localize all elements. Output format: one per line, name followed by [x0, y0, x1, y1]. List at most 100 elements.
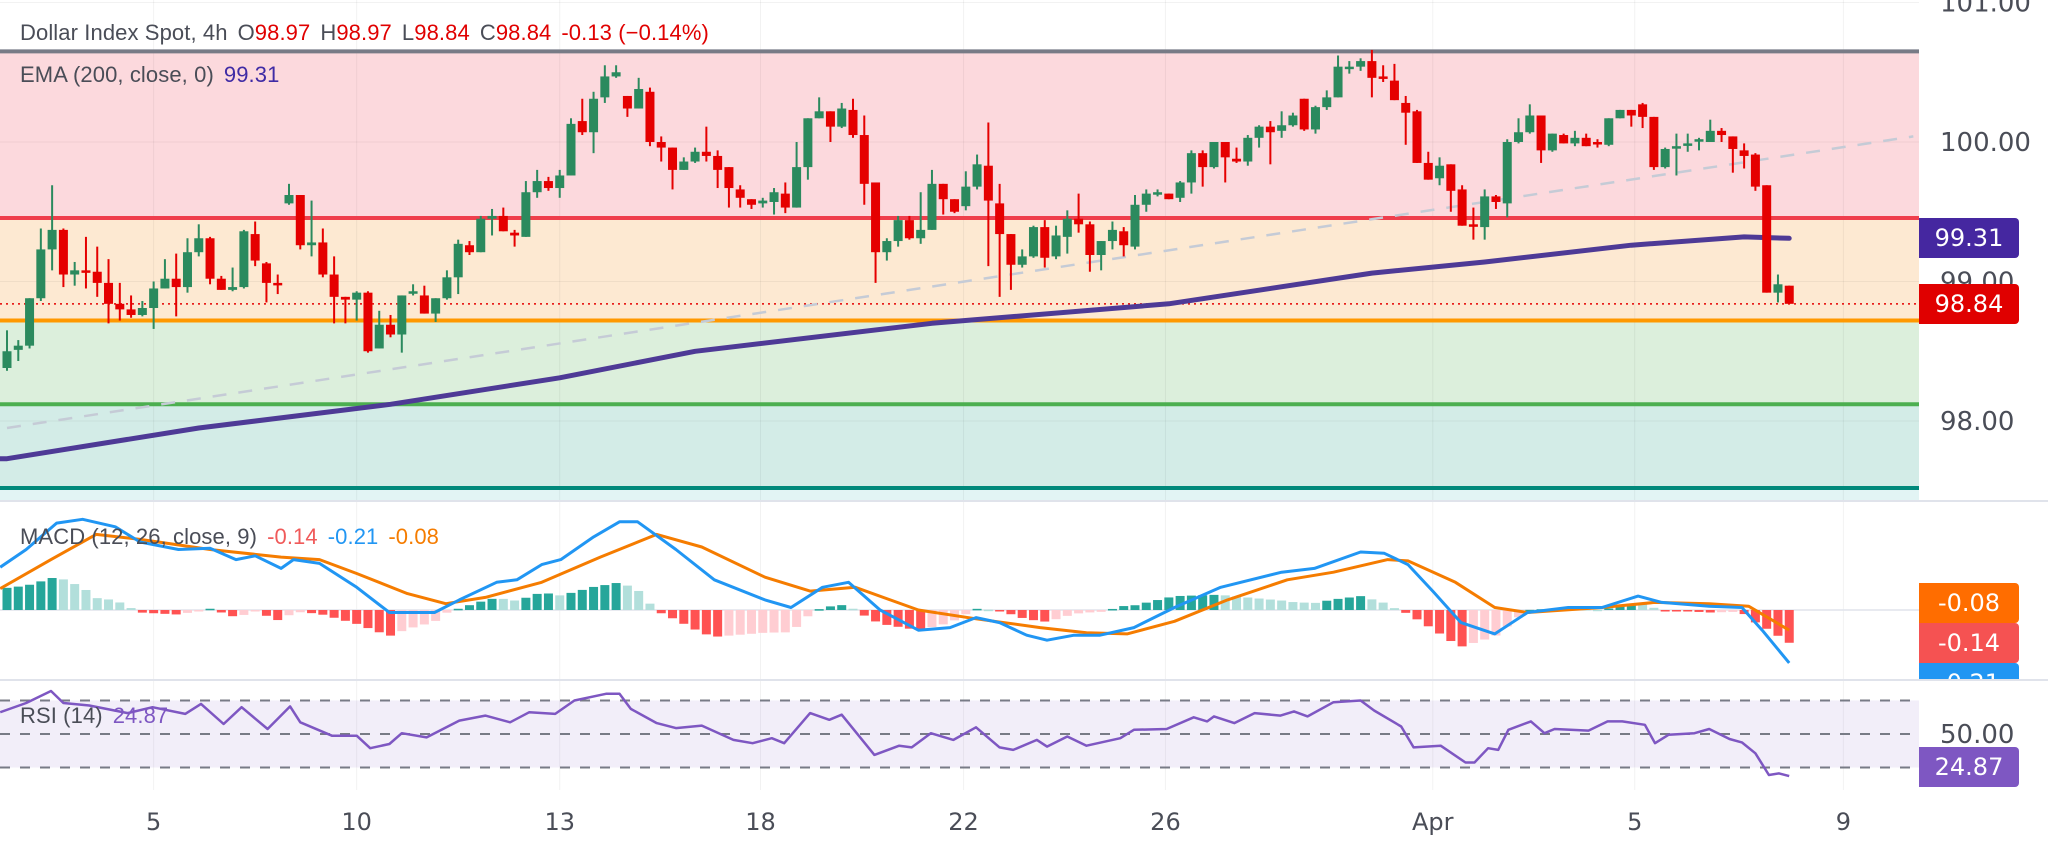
candle-body	[622, 95, 632, 109]
macd-histogram-bar	[1367, 599, 1377, 610]
candle	[1277, 111, 1287, 138]
macd-histogram-bar	[1491, 610, 1501, 636]
ema-legend[interactable]: EMA (200, close, 0) 99.31	[20, 62, 289, 88]
candle-body	[983, 165, 993, 201]
macd-histogram-bar	[1051, 610, 1061, 620]
low-label: L	[401, 20, 415, 45]
macd-histogram-bar	[1435, 610, 1445, 634]
histogram-badge: -0.14	[1919, 623, 2019, 663]
macd-legend[interactable]: MACD (12, 26, close, 9) -0.14 -0.21 -0.08	[20, 524, 449, 550]
macd-histogram-bar	[1299, 602, 1309, 610]
macd-histogram-bar	[1762, 610, 1772, 629]
candle	[397, 295, 407, 353]
candle	[104, 259, 114, 324]
macd-histogram-bar	[1310, 602, 1320, 610]
candle-body	[205, 238, 215, 279]
rsi-legend-value: 24.87	[112, 703, 169, 728]
signal-badge: -0.08	[1919, 583, 2019, 623]
candle-body	[1592, 142, 1602, 145]
candle	[577, 98, 587, 136]
candle-body	[521, 192, 531, 237]
low-value: 98.84	[414, 20, 470, 45]
candle-body	[149, 288, 159, 309]
candle-body	[239, 231, 249, 288]
candle	[273, 274, 283, 295]
candle-body	[1739, 150, 1749, 156]
candle-body	[81, 270, 91, 273]
candle-body	[1220, 142, 1230, 158]
candle-body	[36, 249, 46, 299]
candle-body	[1626, 109, 1636, 116]
candle-body	[972, 164, 982, 187]
rsi-badge: 24.87	[1919, 747, 2019, 787]
rsi-tick-label: 50.00	[1940, 720, 2014, 750]
candle	[1514, 118, 1524, 144]
candle	[1378, 65, 1388, 83]
candle-body	[1254, 126, 1264, 138]
candle	[295, 195, 305, 250]
candle	[1728, 136, 1738, 173]
macd-histogram-bar	[1626, 603, 1636, 610]
macd-histogram-bar	[814, 609, 824, 611]
candle-body	[634, 88, 644, 109]
macd-histogram-bar	[216, 610, 226, 613]
macd-histogram-bar	[1254, 598, 1264, 610]
candle	[690, 147, 700, 163]
candle-body	[126, 309, 136, 315]
candle-body	[735, 189, 745, 198]
candle-body	[1536, 115, 1546, 151]
signal-line	[0, 532, 1790, 636]
candle-body	[284, 195, 294, 204]
candle-body	[1265, 126, 1275, 133]
time-tick-label: Apr	[1412, 808, 1454, 836]
candle-body	[25, 298, 35, 346]
candle	[600, 65, 610, 103]
macd-histogram-bar	[1401, 610, 1411, 613]
candle-body	[1570, 137, 1580, 144]
candle	[171, 253, 181, 317]
price-tick-label: 98.00	[1940, 407, 2014, 437]
candle-body	[464, 245, 474, 253]
macd-histogram-bar	[1649, 607, 1659, 610]
candle-body	[1615, 109, 1625, 119]
candle-body	[859, 135, 869, 184]
candle-body	[1671, 146, 1681, 149]
candle-body	[938, 183, 948, 200]
rsi-legend-label: RSI (14)	[20, 703, 103, 728]
macd-histogram-bar	[724, 610, 734, 636]
candle-body	[1446, 164, 1456, 191]
symbol-title[interactable]: Dollar Index Spot, 4h	[20, 20, 228, 45]
macd-histogram-bar	[1592, 609, 1602, 612]
candle	[1096, 241, 1106, 271]
candle	[1062, 210, 1072, 254]
candle	[25, 298, 35, 349]
candle	[1502, 139, 1512, 218]
candle	[1626, 109, 1636, 127]
candle	[487, 208, 497, 236]
candle	[961, 171, 971, 211]
candle-body	[1299, 98, 1309, 130]
candle	[1040, 220, 1050, 268]
candle	[1547, 133, 1557, 152]
candles	[2, 49, 1794, 371]
macd-histogram-bar	[532, 593, 542, 610]
candle-body	[397, 295, 407, 335]
candle	[363, 291, 373, 353]
macd-histogram-bar	[126, 608, 136, 610]
candle-body	[1074, 218, 1084, 225]
candle-body	[555, 175, 565, 189]
price-zones	[0, 51, 1919, 500]
macd-histogram-bar	[1514, 610, 1524, 618]
macd-histogram-bar	[668, 610, 678, 619]
candle-body	[487, 215, 497, 219]
candle	[1423, 151, 1433, 180]
rsi-legend[interactable]: RSI (14) 24.87	[20, 703, 178, 729]
ema-price-badge: 99.31	[1919, 218, 2019, 258]
candle	[1006, 234, 1016, 290]
candle	[780, 182, 790, 214]
macd-line	[0, 517, 1791, 664]
candle	[1570, 130, 1580, 147]
candle-body	[1153, 192, 1163, 195]
candle-body	[713, 155, 723, 170]
